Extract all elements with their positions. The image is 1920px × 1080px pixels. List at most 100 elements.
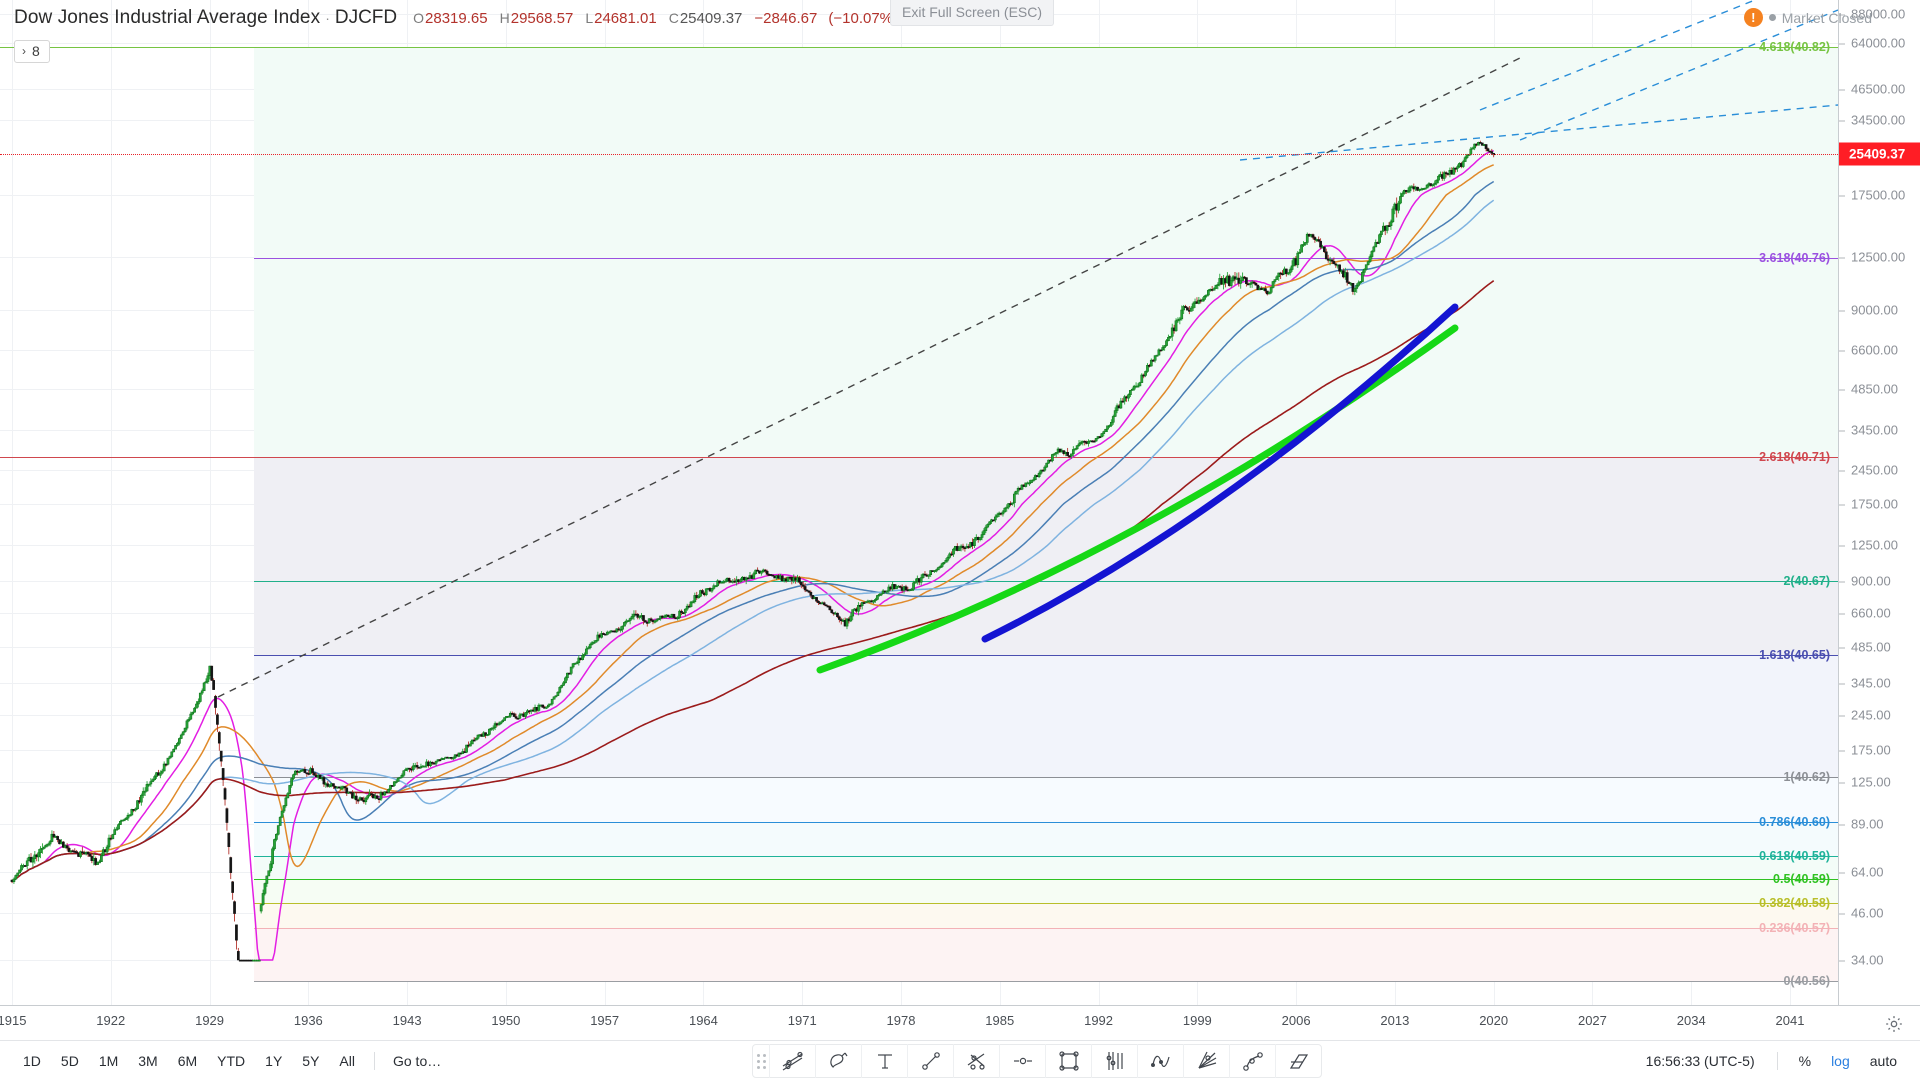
price-tick: 4850.00: [1839, 382, 1920, 397]
ma-dark-red: [11, 280, 1495, 883]
time-tick: 1950: [491, 1013, 521, 1028]
rectangle-icon[interactable]: [1045, 1044, 1091, 1078]
long-position-icon[interactable]: [1091, 1044, 1137, 1078]
drag-handle-icon[interactable]: [753, 1044, 769, 1078]
fib-level-line: [254, 928, 1838, 929]
range-button-1y[interactable]: 1Y: [265, 1052, 283, 1069]
range-button-6m[interactable]: 6M: [177, 1052, 198, 1069]
range-button-1d[interactable]: 1D: [23, 1052, 41, 1069]
price-tick: 900.00: [1839, 574, 1920, 589]
fib-zone-layer: [254, 47, 1838, 981]
fib-level-label: 0.236(40.57): [1759, 921, 1830, 935]
projection-dashed-blue-2: [1519, 9, 1838, 141]
fib-level-line: [254, 903, 1838, 904]
range-button-5d[interactable]: 5D: [60, 1052, 79, 1069]
price-tick: 485.00: [1839, 640, 1920, 655]
time-tick: 1971: [787, 1013, 817, 1028]
ma-light-blue: [11, 199, 1495, 883]
trend-line-icon[interactable]: [907, 1044, 953, 1078]
time-axis[interactable]: 1915 1922 1929 1936 1943 1950 1957 1964 1971 1978…: [0, 1005, 1920, 1040]
fib-level-line: [254, 856, 1838, 857]
price-tick: 46500.00: [1839, 82, 1920, 97]
price-tick: 125.00: [1839, 775, 1920, 790]
time-tick: 2006: [1281, 1013, 1311, 1028]
trend-lines-icon[interactable]: [769, 1044, 815, 1078]
fib-level-label: 1(40.62): [1783, 770, 1830, 784]
pitchfork-icon[interactable]: [815, 1044, 861, 1078]
current-price-tag: 25409.37: [1839, 142, 1920, 166]
percent-scale-button[interactable]: %: [1798, 1053, 1812, 1069]
price-tick: 88000.00: [1839, 7, 1920, 22]
horizontal-line-icon[interactable]: [999, 1044, 1045, 1078]
price-tick: 1250.00: [1839, 538, 1920, 553]
fib-level-label: 4.618(40.82): [1759, 40, 1830, 54]
bottom-toolbar: 1D 5D 1M 3M 6M YTD 1Y 5Y All Go to…: [0, 1040, 1920, 1080]
fib-level-line: [254, 981, 1838, 982]
fib-zone: [254, 581, 1838, 655]
fib-level-line: [254, 822, 1838, 823]
auto-scale-button[interactable]: auto: [1869, 1053, 1897, 1069]
range-button-1m[interactable]: 1M: [98, 1052, 119, 1069]
range-button-3m[interactable]: 3M: [138, 1052, 158, 1069]
price-tick: 46.00: [1839, 906, 1920, 921]
indicator-count-label: 8: [32, 43, 40, 59]
fib-level-label: 2(40.67): [1783, 574, 1830, 588]
fib-level-line: [254, 655, 1838, 656]
fib-retracement-icon[interactable]: [953, 1044, 999, 1078]
range-button-all[interactable]: All: [339, 1052, 355, 1069]
fib-level-line: [254, 581, 1838, 582]
chevron-right-icon: ›: [22, 44, 26, 58]
time-tick: 2041: [1775, 1013, 1805, 1028]
range-button-ytd[interactable]: YTD: [217, 1052, 246, 1069]
fib-level-line: [0, 47, 1838, 48]
chart-pane[interactable]: 4.618(40.82) 3.618(40.76) 2.618(40.71) 2(40…: [0, 0, 1838, 1005]
fib-level-label: 0.786(40.60): [1759, 815, 1830, 829]
fib-level-label: 2.618(40.71): [1759, 450, 1830, 464]
price-series-layer: [10, 0, 1838, 962]
ma-orange: [11, 164, 1494, 883]
price-tick: 660.00: [1839, 606, 1920, 621]
date-range-group: 1D 5D 1M 3M 6M YTD 1Y 5Y All: [0, 1048, 364, 1074]
market-status[interactable]: ! Market Closed: [1743, 8, 1872, 27]
time-tick: 1999: [1182, 1013, 1212, 1028]
text-tool-icon[interactable]: [861, 1044, 907, 1078]
go-to-button[interactable]: Go to…: [392, 1052, 442, 1069]
projection-dashed-blue-1: [1479, 0, 1757, 111]
fib-zone: [254, 879, 1838, 903]
chart-settings-gear-icon[interactable]: [1884, 1014, 1904, 1034]
time-tick: 1922: [96, 1013, 126, 1028]
fib-zone: [254, 258, 1838, 457]
price-tick: 175.00: [1839, 743, 1920, 758]
path-tool-icon[interactable]: [1229, 1044, 1275, 1078]
price-tick: 12500.00: [1839, 250, 1920, 265]
time-tick: 1957: [590, 1013, 620, 1028]
trend-line-blue: [981, 303, 1459, 643]
range-button-5y[interactable]: 5Y: [302, 1052, 320, 1069]
time-tick: 2013: [1380, 1013, 1410, 1028]
price-axis[interactable]: 25409.37 88000.00 64000.00 46500.00 34500.0…: [1838, 0, 1920, 1005]
gann-fan-icon[interactable]: [1183, 1044, 1229, 1078]
fib-level-line: [254, 258, 1838, 259]
ma-magenta: [11, 149, 1494, 961]
exit-fullscreen-button[interactable]: Exit Full Screen (ESC): [890, 0, 1055, 26]
fib-levels-layer: 4.618(40.82) 3.618(40.76) 2.618(40.71) 2(40…: [0, 40, 1838, 988]
parallel-channel-icon[interactable]: [1275, 1044, 1321, 1078]
fib-zone: [254, 903, 1838, 928]
grid-line-vertical: [12, 0, 13, 1005]
log-scale-button[interactable]: log: [1831, 1053, 1850, 1069]
price-tick: 345.00: [1839, 676, 1920, 691]
fib-level-label: 0.382(40.58): [1759, 896, 1830, 910]
indicator-count-badge[interactable]: › 8: [14, 40, 50, 63]
grid-line-vertical: [209, 0, 211, 1005]
fib-zone: [254, 457, 1838, 581]
elliott-wave-icon[interactable]: [1137, 1044, 1183, 1078]
fib-zone: [254, 822, 1838, 856]
price-tick: 9000.00: [1839, 303, 1920, 318]
ma-steel-blue: [11, 180, 1495, 883]
fib-zone: [254, 47, 1838, 258]
fib-zone: [254, 856, 1838, 879]
time-tick: 1964: [688, 1013, 718, 1028]
fib-level-label: 1.618(40.65): [1759, 648, 1830, 662]
toolbar-divider: [373, 1051, 375, 1070]
